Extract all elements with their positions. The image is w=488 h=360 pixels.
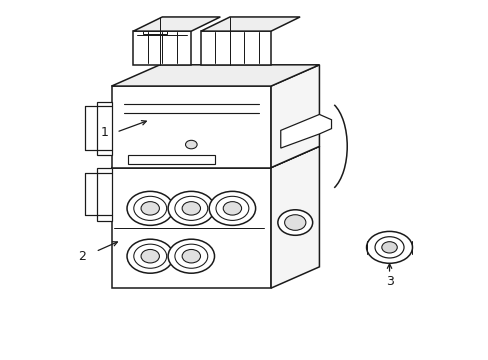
Polygon shape bbox=[270, 65, 319, 168]
Polygon shape bbox=[111, 86, 270, 168]
Polygon shape bbox=[270, 146, 319, 288]
Circle shape bbox=[182, 202, 200, 215]
Polygon shape bbox=[133, 31, 191, 65]
Polygon shape bbox=[111, 65, 319, 86]
Polygon shape bbox=[97, 102, 111, 155]
Polygon shape bbox=[280, 114, 331, 148]
Circle shape bbox=[374, 237, 403, 258]
Polygon shape bbox=[97, 168, 111, 221]
Polygon shape bbox=[133, 17, 220, 31]
Polygon shape bbox=[111, 146, 319, 168]
Circle shape bbox=[216, 196, 248, 220]
Circle shape bbox=[141, 249, 159, 263]
Text: 3: 3 bbox=[385, 275, 393, 288]
Circle shape bbox=[284, 215, 305, 230]
Polygon shape bbox=[128, 155, 215, 164]
Text: 1: 1 bbox=[100, 126, 108, 139]
Polygon shape bbox=[142, 31, 167, 34]
Circle shape bbox=[141, 202, 159, 215]
Circle shape bbox=[277, 210, 312, 235]
Circle shape bbox=[134, 196, 166, 220]
Circle shape bbox=[134, 244, 166, 268]
Circle shape bbox=[223, 202, 241, 215]
Ellipse shape bbox=[366, 231, 412, 263]
Circle shape bbox=[185, 140, 197, 149]
Circle shape bbox=[209, 192, 255, 225]
Polygon shape bbox=[201, 17, 300, 31]
Polygon shape bbox=[111, 168, 270, 288]
Circle shape bbox=[175, 244, 207, 268]
Polygon shape bbox=[201, 31, 270, 65]
Circle shape bbox=[175, 196, 207, 220]
Circle shape bbox=[127, 192, 173, 225]
Circle shape bbox=[168, 192, 214, 225]
Circle shape bbox=[182, 249, 200, 263]
Circle shape bbox=[127, 239, 173, 273]
Circle shape bbox=[381, 242, 396, 253]
Circle shape bbox=[168, 239, 214, 273]
Text: 2: 2 bbox=[79, 250, 86, 263]
